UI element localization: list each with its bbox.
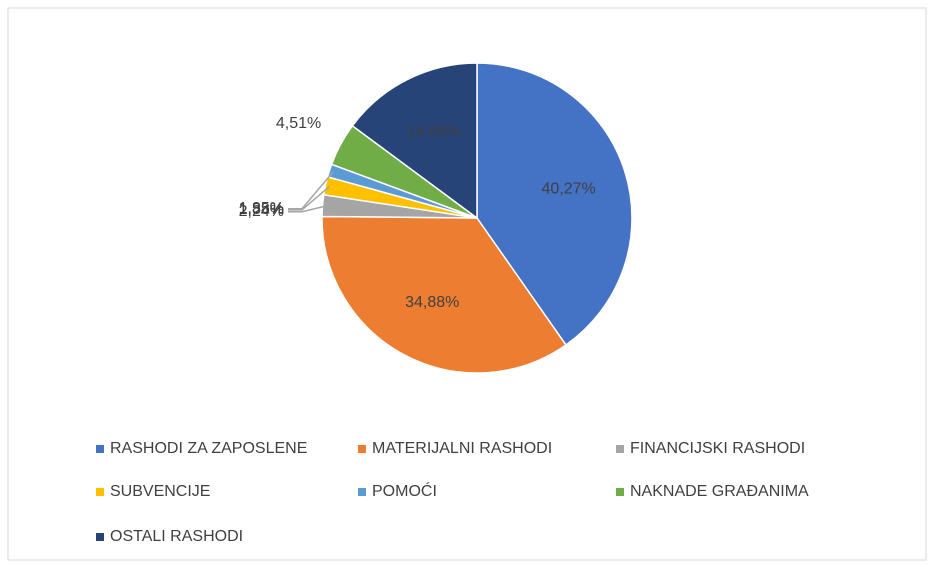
leader-line [288, 171, 334, 210]
data-label: 34,88% [405, 294, 459, 311]
data-label: 2,24% [239, 203, 284, 220]
pie-slice [351, 62, 478, 220]
legend-swatch [96, 533, 104, 541]
data-label: 14,86% [407, 123, 461, 140]
data-label: 1,35% [239, 200, 284, 217]
legend-label: SUBVENCIJE [110, 483, 210, 500]
legend-swatch [616, 488, 624, 496]
leader-line [288, 205, 327, 213]
pie-slice [321, 215, 567, 374]
legend-swatch [616, 445, 624, 453]
legend-label: NAKNADE GRAĐANIMA [630, 483, 809, 500]
leader-line [288, 185, 330, 211]
legend-swatch [358, 445, 366, 453]
legend-label: MATERIJALNI RASHODI [372, 440, 552, 457]
data-label: 40,27% [542, 180, 596, 197]
data-label: 1,88% [239, 201, 284, 218]
legend-swatch [358, 488, 366, 496]
legend-label: OSTALI RASHODI [110, 528, 243, 545]
pie-slice [476, 62, 633, 346]
legend-swatch [96, 445, 104, 453]
legend-label: RASHODI ZA ZAPOSLENE [110, 440, 307, 457]
legend-label: POMOĆI [372, 481, 437, 500]
legend-swatch [96, 488, 104, 496]
legend-label: FINANCIJSKI RASHODI [630, 440, 805, 457]
data-label: 4,51% [276, 115, 321, 132]
